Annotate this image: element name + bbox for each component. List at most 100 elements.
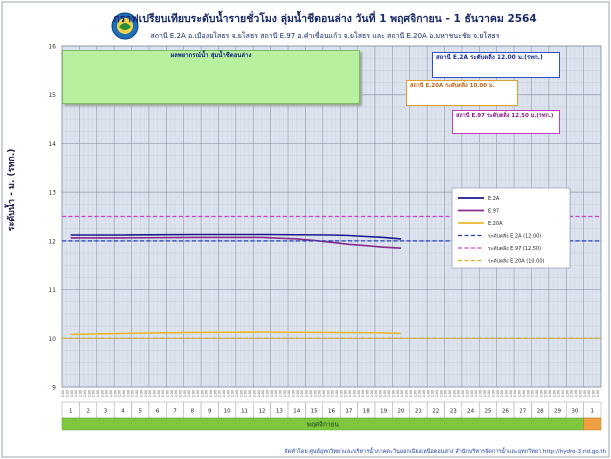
x-hour-tick-label: 1:00 bbox=[144, 390, 148, 397]
note-e2a: สถานี E.2A ระดับตลิ่ง 12.00 ม.(รทก.) bbox=[432, 52, 560, 78]
day-number-label: 1 bbox=[591, 409, 595, 415]
note-e2a-title: สถานี E.2A ระดับตลิ่ง 12.00 ม.(รทก.) bbox=[436, 54, 543, 61]
x-hour-tick-label: 1:00 bbox=[583, 390, 587, 397]
chart-subtitle: สถานี E.2A อ.เมืองยโสธร จ.ยโสธร สถานี E.… bbox=[150, 31, 499, 40]
x-hour-tick-label: 1:00 bbox=[587, 390, 591, 397]
x-hour-tick-label: 1:00 bbox=[539, 390, 543, 397]
x-hour-tick-label: 1:00 bbox=[292, 390, 296, 397]
x-hour-tick-label: 1:00 bbox=[565, 390, 569, 397]
day-number-label: 17 bbox=[345, 409, 352, 415]
x-hour-tick-label: 1:00 bbox=[548, 390, 552, 397]
x-hour-tick-label: 1:00 bbox=[100, 390, 104, 397]
x-hour-tick-label: 1:00 bbox=[231, 390, 235, 397]
y-tick-label: 11 bbox=[48, 287, 56, 294]
x-hour-tick-label: 1:00 bbox=[422, 390, 426, 397]
day-number-label: 1 bbox=[69, 409, 73, 415]
x-hour-tick-label: 1:00 bbox=[461, 390, 465, 397]
x-hour-tick-label: 1:00 bbox=[222, 390, 226, 397]
x-hour-tick-label: 1:00 bbox=[157, 390, 161, 397]
series-line-e2a bbox=[70, 233, 402, 240]
x-hour-tick-label: 1:00 bbox=[61, 390, 65, 397]
day-number-label: 8 bbox=[191, 409, 195, 415]
day-number-label: 30 bbox=[571, 409, 578, 415]
x-hour-tick-label: 1:00 bbox=[339, 390, 343, 397]
x-hour-tick-label: 1:00 bbox=[148, 390, 152, 397]
x-hour-tick-label: 1:00 bbox=[439, 390, 443, 397]
x-hour-tick-label: 1:00 bbox=[591, 390, 595, 397]
y-tick-label: 10 bbox=[48, 336, 56, 343]
x-hour-tick-label: 1:00 bbox=[444, 390, 448, 397]
series-line-e97 bbox=[70, 236, 402, 249]
x-hour-tick-label: 1:00 bbox=[478, 390, 482, 397]
x-hour-tick-label: 1:00 bbox=[505, 390, 509, 397]
x-hour-tick-label: 1:00 bbox=[470, 390, 474, 397]
x-hour-tick-label: 1:00 bbox=[152, 390, 156, 397]
x-hour-tick-label: 1:00 bbox=[396, 390, 400, 397]
day-number-label: 15 bbox=[311, 409, 318, 415]
x-hour-tick-label: 1:00 bbox=[544, 390, 548, 397]
x-hour-tick-label: 1:00 bbox=[170, 390, 174, 397]
x-hour-tick-label: 1:00 bbox=[326, 390, 330, 397]
x-hour-tick-label: 1:00 bbox=[409, 390, 413, 397]
x-hour-tick-label: 1:00 bbox=[435, 390, 439, 397]
x-hour-tick-label: 1:00 bbox=[257, 390, 261, 397]
x-hour-tick-label: 1:00 bbox=[161, 390, 165, 397]
x-hour-tick-label: 1:00 bbox=[122, 390, 126, 397]
day-number-label: 12 bbox=[258, 409, 265, 415]
day-number-label: 4 bbox=[121, 409, 125, 415]
x-hour-tick-label: 1:00 bbox=[392, 390, 396, 397]
day-number-label: 24 bbox=[467, 409, 474, 415]
x-hour-tick-label: 1:00 bbox=[87, 390, 91, 397]
x-hour-tick-label: 1:00 bbox=[418, 390, 422, 397]
x-hour-tick-label: 1:00 bbox=[365, 390, 369, 397]
day-number-label: 23 bbox=[450, 409, 457, 415]
day-number-label: 26 bbox=[502, 409, 509, 415]
x-hour-tick-label: 1:00 bbox=[305, 390, 309, 397]
x-hour-tick-label: 1:00 bbox=[139, 390, 143, 397]
x-hour-tick-label: 1:00 bbox=[261, 390, 265, 397]
x-hour-tick-label: 1:00 bbox=[66, 390, 70, 397]
x-hour-tick-label: 1:00 bbox=[448, 390, 452, 397]
day-number-label: 9 bbox=[208, 409, 212, 415]
day-number-label: 10 bbox=[224, 409, 231, 415]
x-hour-tick-label: 1:00 bbox=[235, 390, 239, 397]
x-hour-tick-label: 1:00 bbox=[370, 390, 374, 397]
x-hour-tick-label: 1:00 bbox=[518, 390, 522, 397]
x-hour-tick-label: 1:00 bbox=[74, 390, 78, 397]
legend-label: ระดับตลิ่ง E.97 (12.50) bbox=[488, 245, 541, 252]
month-label: พฤศจิกายน bbox=[307, 421, 340, 429]
x-hour-tick-label: 1:00 bbox=[344, 390, 348, 397]
x-hour-tick-label: 1:00 bbox=[387, 390, 391, 397]
day-number-label: 20 bbox=[398, 409, 405, 415]
x-hour-tick-label: 1:00 bbox=[226, 390, 230, 397]
x-hour-tick-label: 1:00 bbox=[574, 390, 578, 397]
x-hour-tick-label: 1:00 bbox=[348, 390, 352, 397]
x-hour-tick-label: 1:00 bbox=[287, 390, 291, 397]
forecast-box: ผลพยากรณ์น้ำ ลุ่มน้ำชีตอนล่าง bbox=[62, 50, 360, 104]
x-hour-tick-label: 1:00 bbox=[239, 390, 243, 397]
legend-label: E.20A bbox=[488, 221, 503, 227]
day-number-label: 19 bbox=[380, 409, 387, 415]
x-hour-tick-label: 1:00 bbox=[274, 390, 278, 397]
day-number-label: 13 bbox=[276, 409, 283, 415]
day-number-label: 14 bbox=[293, 409, 300, 415]
x-hour-tick-label: 1:00 bbox=[357, 390, 361, 397]
x-hour-tick-label: 1:00 bbox=[352, 390, 356, 397]
forecast-title: ผลพยากรณ์น้ำ ลุ่มน้ำชีตอนล่าง bbox=[170, 52, 252, 59]
legend-label: E.97 bbox=[488, 209, 499, 215]
x-hour-tick-label: 1:00 bbox=[187, 390, 191, 397]
x-hour-tick-label: 1:00 bbox=[335, 390, 339, 397]
x-hour-tick-label: 1:00 bbox=[248, 390, 252, 397]
x-hour-tick-label: 1:00 bbox=[213, 390, 217, 397]
x-hour-tick-label: 1:00 bbox=[431, 390, 435, 397]
legend-label: E.2A bbox=[488, 196, 500, 202]
x-hour-tick-label: 1:00 bbox=[561, 390, 565, 397]
day-number-label: 18 bbox=[363, 409, 370, 415]
y-tick-label: 9 bbox=[52, 385, 56, 392]
y-tick-label: 12 bbox=[48, 238, 56, 245]
x-hour-tick-label: 1:00 bbox=[270, 390, 274, 397]
x-hour-tick-label: 1:00 bbox=[487, 390, 491, 397]
x-hour-tick-label: 1:00 bbox=[570, 390, 574, 397]
x-hour-tick-label: 1:00 bbox=[557, 390, 561, 397]
